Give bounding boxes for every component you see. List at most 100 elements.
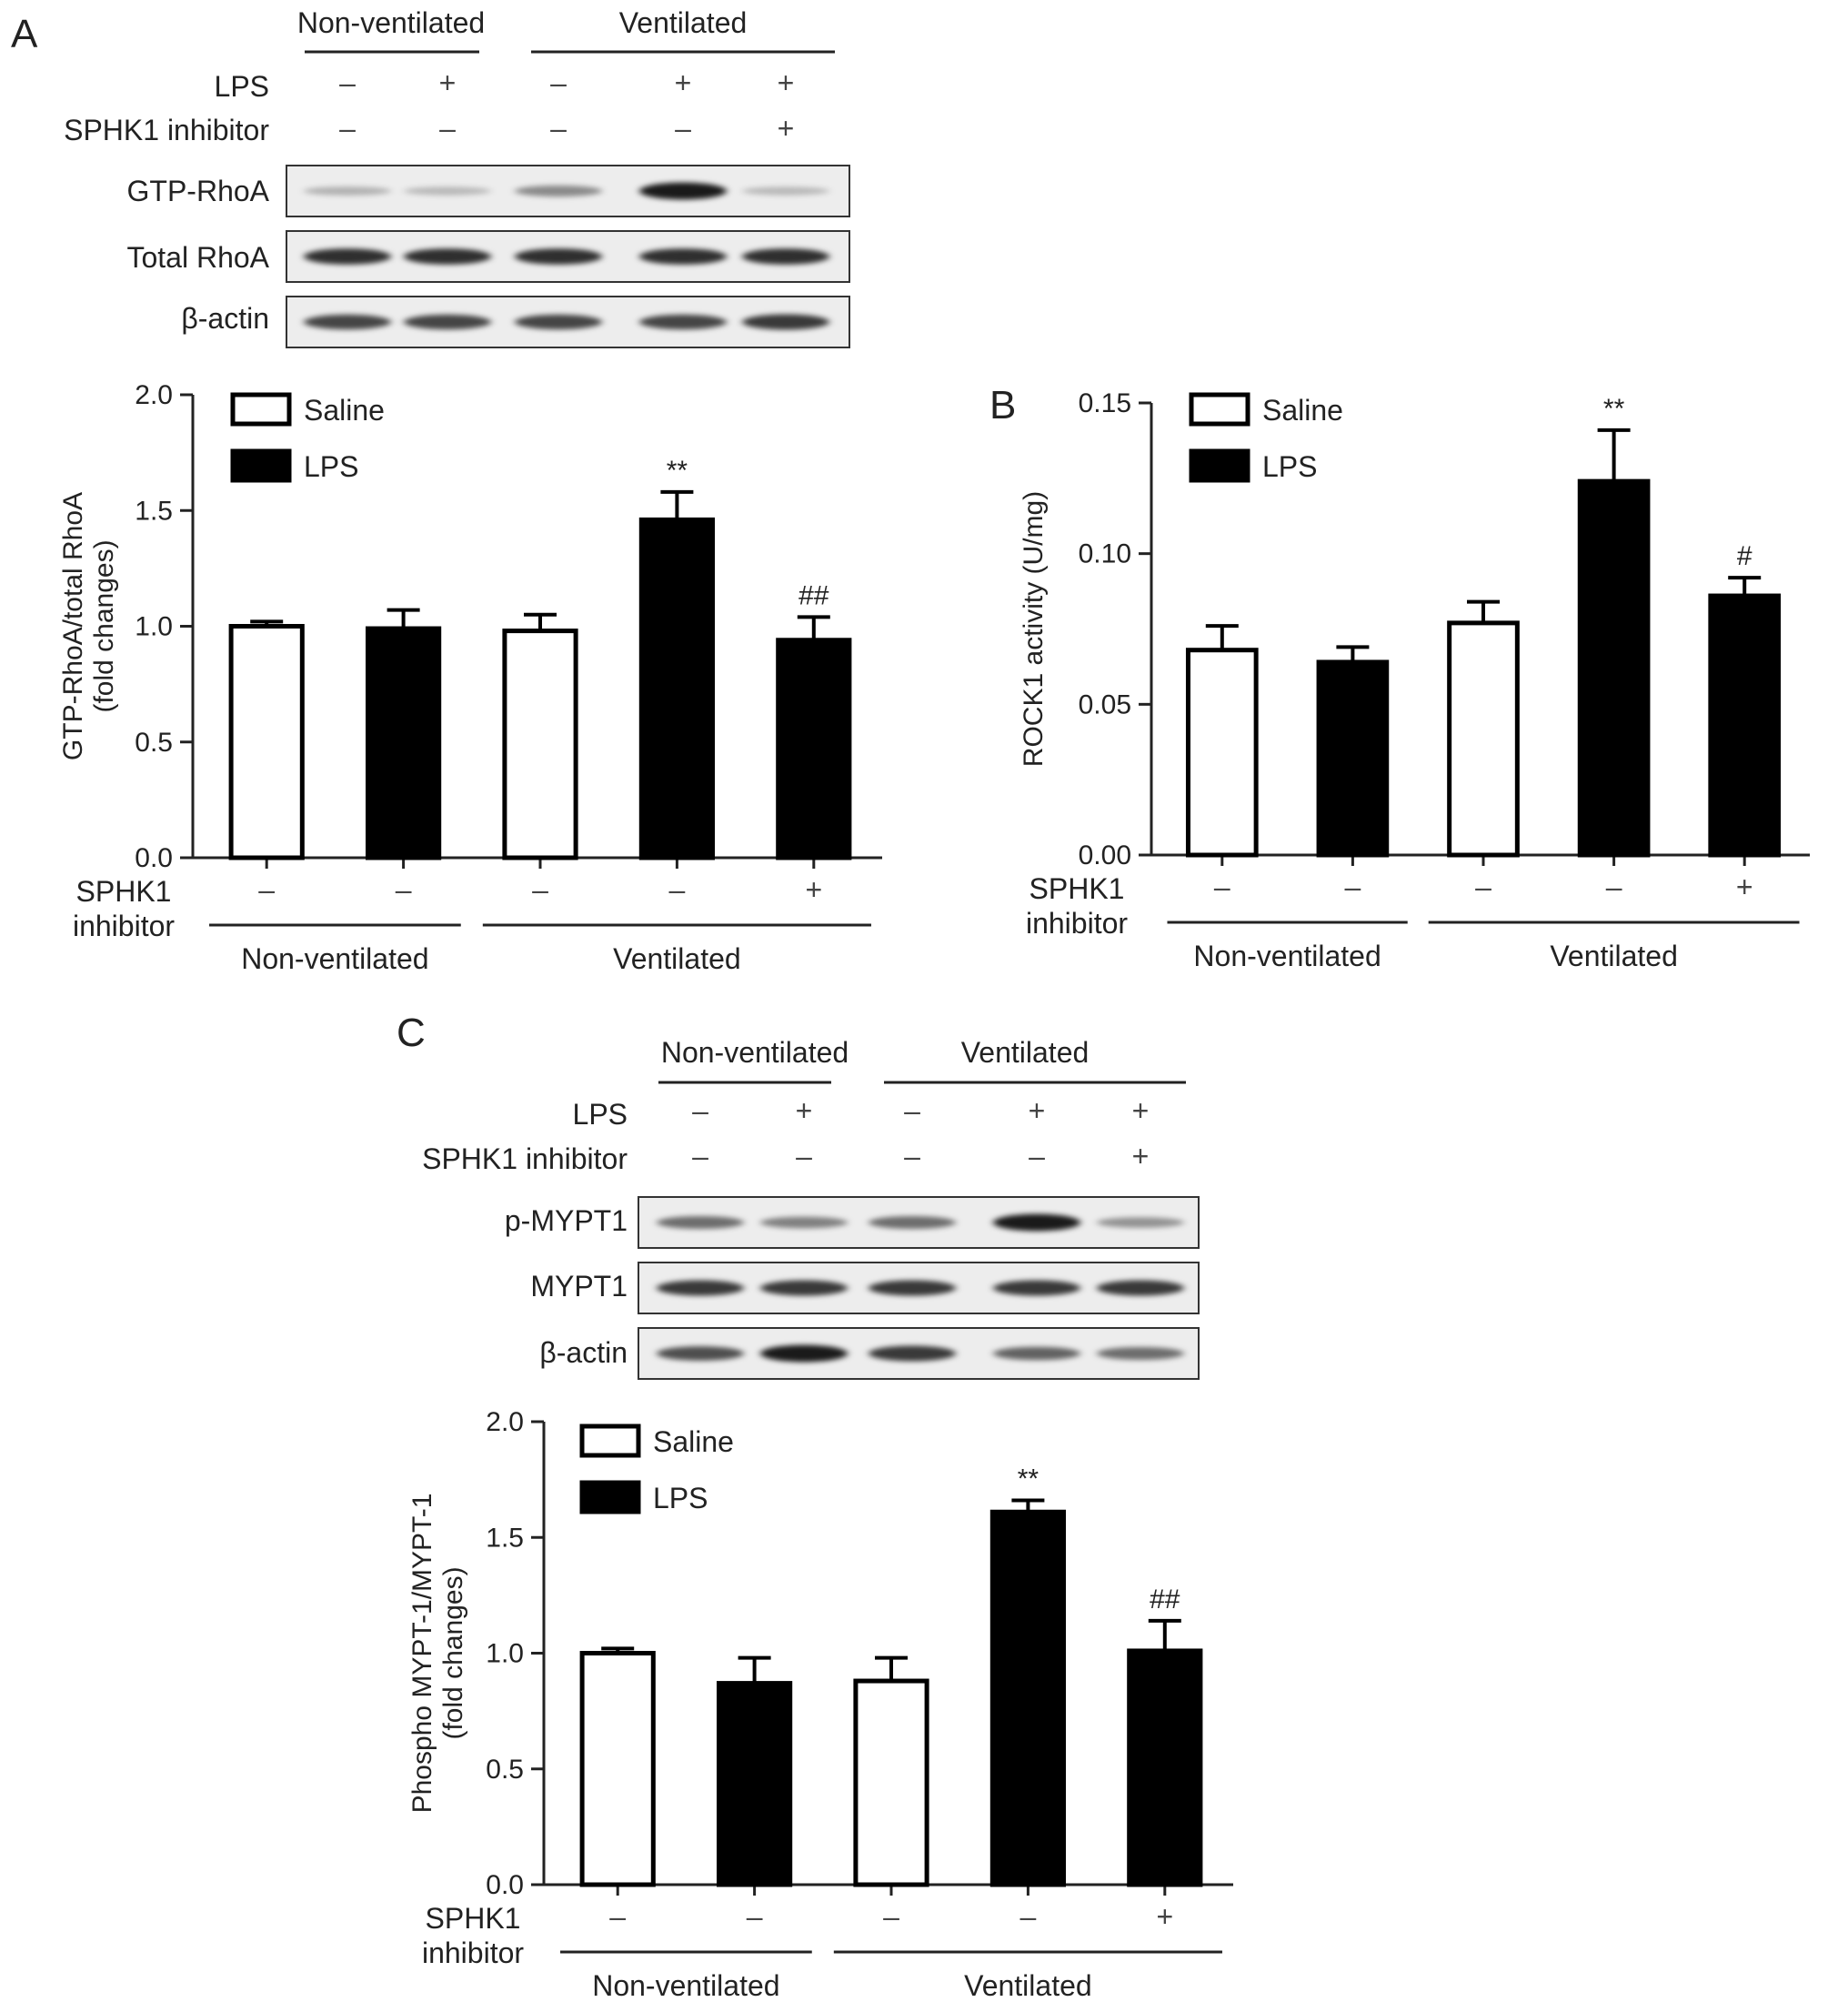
blot-a-row-label: GTP-RhoA	[127, 175, 270, 207]
blot-a-sign: –	[339, 112, 356, 145]
y-axis-title-line: Phospho MYPT-1/MYPT-1	[407, 1494, 437, 1814]
blot-c-row-label: p-MYPT1	[505, 1204, 628, 1237]
legend-label: Saline	[304, 394, 385, 427]
inhibitor-sign: –	[883, 1900, 899, 1933]
blot-c-band	[1097, 1347, 1184, 1360]
chart-b: 0.00 0.05 0.10 0.15 ROCK1 activity (U/mg) – – –…	[1019, 388, 1810, 972]
panel-b: B 0.00 0.05 0.10 0.15 ROCK1 activity (U/mg) –…	[989, 383, 1810, 972]
blot-c-band	[1097, 1217, 1184, 1228]
blot-c-sign: –	[904, 1094, 920, 1127]
sphk1-row-label: SPHK1	[1029, 872, 1125, 905]
blot-a-band	[404, 248, 491, 265]
inhibitor-sign: –	[609, 1900, 626, 1933]
y-axis-title: Phospho MYPT-1/MYPT-1(fold changes)	[407, 1494, 468, 1814]
blot-a-strips	[286, 165, 850, 348]
blot-c-band	[760, 1216, 848, 1229]
inhibitor-sign: –	[258, 873, 275, 906]
legend-swatch	[230, 392, 292, 427]
blot-c-treatment-label: LPS	[573, 1098, 628, 1131]
group-label: Ventilated	[613, 942, 741, 975]
legend-label: LPS	[1262, 450, 1317, 483]
inhibitor-sign: –	[747, 1900, 763, 1933]
blot-c-band	[993, 1213, 1080, 1232]
bar	[776, 638, 852, 860]
significance-label: **	[1603, 394, 1625, 424]
legend-swatch	[230, 448, 292, 483]
group-label: Non-ventilated	[1193, 940, 1381, 972]
inhibitor-sign: –	[1345, 870, 1361, 903]
legend-swatch	[1189, 448, 1250, 483]
chart-a: 0.0 0.5 1.0 1.5 2.0 GTP-RhoA/total RhoA(fold …	[58, 380, 882, 975]
inhibitor-sign: –	[396, 873, 412, 906]
y-tick-label: 0.0	[135, 843, 173, 873]
blot-a-band	[639, 314, 727, 330]
blot-c-treatment-label: SPHK1 inhibitor	[422, 1142, 628, 1175]
blot-c-band	[1097, 1280, 1184, 1296]
panel-c-letter: C	[397, 1011, 426, 1055]
y-tick-label: 2.0	[135, 380, 173, 410]
blot-a-band	[639, 248, 727, 265]
y-axis-title-line: (fold changes)	[89, 539, 119, 712]
bar	[1447, 620, 1520, 858]
y-tick-label: 0.00	[1079, 840, 1131, 870]
blot-c-band	[760, 1280, 848, 1296]
blot-a-row-label: β-actin	[181, 302, 269, 335]
blot-a-band	[742, 314, 829, 330]
blot-a-band	[515, 248, 602, 265]
y-tick-label: 0.10	[1079, 539, 1131, 569]
blot-c-sign: +	[796, 1094, 813, 1127]
sphk1-row-label: inhibitor	[422, 1937, 524, 1969]
blot-a-band	[404, 186, 491, 196]
blot-c-band	[869, 1345, 956, 1362]
inhibitor-sign: –	[1214, 870, 1230, 903]
y-tick-label: 1.0	[486, 1639, 524, 1669]
blot-c-band	[657, 1280, 744, 1296]
blot-c-group-label: Non-ventilated	[661, 1036, 849, 1069]
blot-c-sign: –	[692, 1140, 708, 1172]
blot-c-row-label: MYPT1	[530, 1270, 628, 1303]
bar	[1316, 659, 1390, 858]
y-tick-label: 0.5	[486, 1755, 524, 1785]
bar	[716, 1681, 793, 1887]
legend-swatch	[579, 1480, 641, 1514]
y-tick-label: 0.5	[135, 728, 173, 758]
significance-label: ##	[798, 580, 829, 610]
blot-a-group-label: Ventilated	[619, 6, 748, 39]
sphk1-row-label: SPHK1	[426, 1902, 521, 1935]
blot-c-band	[993, 1346, 1080, 1361]
sphk1-row-label: inhibitor	[1026, 907, 1128, 940]
blot-c-band	[760, 1344, 848, 1363]
inhibitor-sign: –	[532, 873, 548, 906]
bar	[579, 1651, 656, 1887]
legend-swatch	[1189, 392, 1250, 427]
inhibitor-sign: –	[669, 873, 686, 906]
bar	[1577, 478, 1651, 858]
blot-a-group-label: Non-ventilated	[297, 6, 485, 39]
legend-label: Saline	[653, 1425, 734, 1458]
significance-label: ##	[1150, 1584, 1180, 1615]
blot-a-band	[304, 248, 391, 265]
panel-a-letter: A	[11, 12, 38, 56]
blot-a-sign: –	[339, 66, 356, 99]
blot-a-band	[515, 314, 602, 330]
y-tick-label: 1.0	[135, 612, 173, 642]
bar	[1185, 648, 1259, 858]
blot-c-group-label: Ventilated	[961, 1036, 1090, 1069]
y-axis-title-line: GTP-RhoA/total RhoA	[58, 492, 88, 760]
blot-c-sign: –	[1029, 1140, 1045, 1172]
y-tick-label: 1.5	[135, 496, 173, 526]
y-tick-label: 0.15	[1079, 388, 1131, 418]
blot-a-sign: +	[675, 66, 692, 99]
blot-c-sign: +	[1132, 1140, 1150, 1172]
panel-b-letter: B	[989, 383, 1016, 428]
blot-c-band	[657, 1346, 744, 1361]
significance-label: **	[667, 456, 688, 486]
panel-a: A Non-ventilated Ventilated LPS – + – + …	[11, 6, 882, 975]
group-label: Non-ventilated	[241, 942, 428, 975]
blot-c-strips	[638, 1196, 1200, 1380]
significance-label: #	[1737, 541, 1753, 571]
blot-c-band	[869, 1280, 956, 1296]
blot-a-row-label: Total RhoA	[126, 241, 269, 274]
blot-a-band	[404, 314, 491, 330]
